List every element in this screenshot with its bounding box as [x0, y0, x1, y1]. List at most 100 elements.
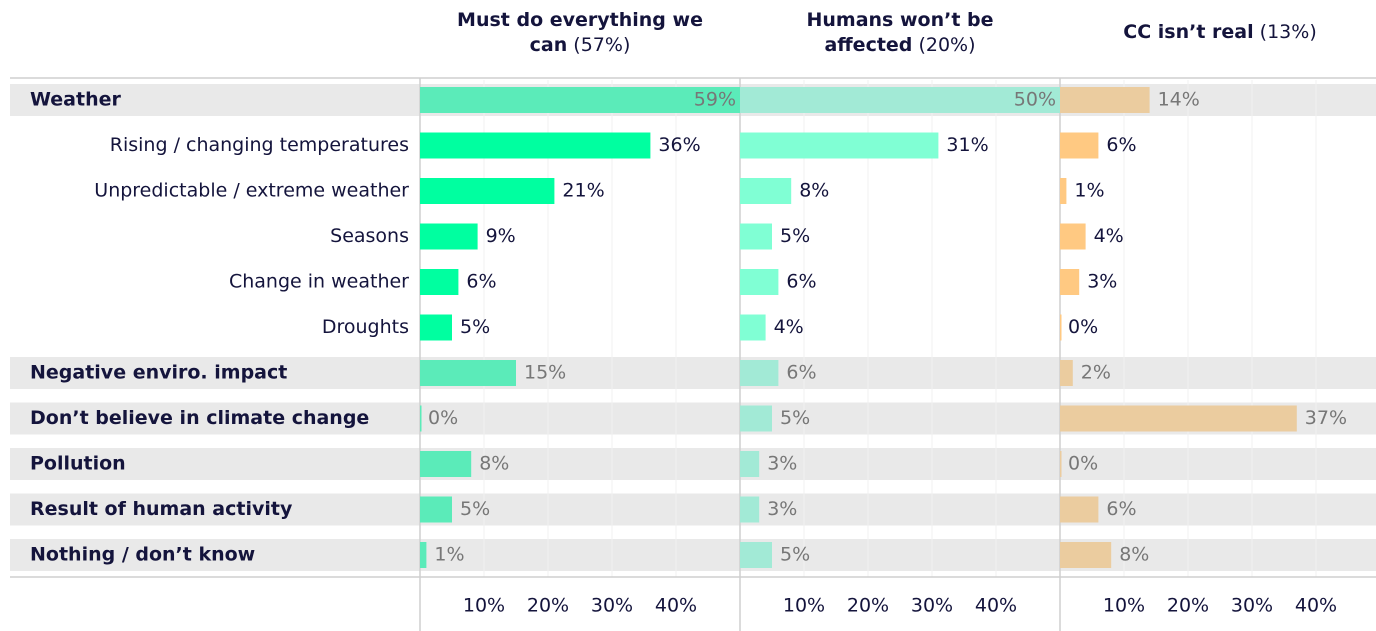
panel-bars: [420, 87, 740, 568]
bar: [1060, 496, 1099, 523]
bar: [420, 451, 472, 477]
value-label: 8%: [479, 453, 509, 475]
bar: [420, 132, 651, 159]
bar: [740, 132, 939, 159]
x-tick-label: 10%: [783, 595, 825, 617]
bar: [740, 269, 779, 295]
bar: [1060, 451, 1062, 477]
value-label: 2%: [1081, 362, 1111, 384]
category-label: Don’t believe in climate change: [30, 407, 369, 429]
bar: [420, 223, 478, 250]
x-tick-label: 40%: [655, 595, 697, 617]
x-tick-label: 40%: [975, 595, 1017, 617]
row-band: [10, 448, 1376, 480]
value-label: 3%: [767, 498, 797, 520]
value-label: 15%: [524, 362, 566, 384]
series-share: (20%): [918, 34, 976, 56]
category-label: Weather: [30, 89, 121, 111]
category-label: Rising / changing temperatures: [110, 134, 409, 156]
value-label: 14%: [1158, 89, 1200, 111]
bar: [740, 542, 772, 568]
panel-header: Humans won’t be affected (20%): [775, 8, 1025, 58]
x-tick-label: 40%: [1295, 595, 1337, 617]
value-label: 5%: [780, 225, 810, 247]
series-name: CC isn’t real: [1123, 21, 1254, 43]
value-label: 9%: [486, 225, 516, 247]
bar: [1060, 132, 1099, 159]
panel-bars: [740, 87, 1060, 568]
x-tick-label: 10%: [463, 595, 505, 617]
value-label: 59%: [694, 89, 736, 111]
value-label: 8%: [799, 180, 829, 202]
value-label: 36%: [658, 134, 700, 156]
category-label: Nothing / don’t know: [30, 544, 255, 566]
bar: [420, 360, 516, 386]
bar: [1060, 269, 1080, 295]
x-tick-label: 30%: [911, 595, 953, 617]
bar: [1060, 314, 1062, 341]
value-label: 6%: [786, 362, 816, 384]
bar: [740, 496, 760, 523]
row-band: [10, 357, 1376, 389]
x-tick-label: 30%: [1231, 595, 1273, 617]
x-tick-label: 20%: [527, 595, 569, 617]
value-label: 21%: [562, 180, 604, 202]
bar: [420, 496, 452, 523]
value-label: 31%: [946, 134, 988, 156]
value-label: 3%: [1087, 271, 1117, 293]
bar: [1060, 405, 1297, 432]
row-band: [10, 539, 1376, 571]
category-label: Unpredictable / extreme weather: [94, 180, 409, 202]
row-band: [10, 493, 1376, 526]
category-label: Change in weather: [229, 271, 409, 293]
series-share: (13%): [1259, 21, 1317, 43]
bar: [420, 87, 740, 113]
bar: [1060, 542, 1112, 568]
category-label: Pollution: [30, 453, 126, 475]
value-label: 50%: [1014, 89, 1056, 111]
value-label: 3%: [767, 453, 797, 475]
category-label: Result of human activity: [30, 498, 293, 520]
x-tick-label: 20%: [847, 595, 889, 617]
value-label: 5%: [460, 498, 490, 520]
bar: [420, 542, 427, 568]
bar: [740, 314, 766, 341]
panel-header: Must do everything we can (57%): [455, 8, 705, 58]
bar: [740, 178, 792, 204]
series-name: Humans won’t be affected: [806, 9, 994, 56]
bar: [740, 451, 760, 477]
value-label: 6%: [466, 271, 496, 293]
value-label: 6%: [1106, 498, 1136, 520]
category-label: Negative enviro. impact: [30, 362, 287, 384]
bar: [1060, 223, 1086, 250]
bar: [420, 405, 422, 432]
bar: [740, 405, 772, 432]
bar: [420, 269, 459, 295]
value-label: 4%: [1094, 225, 1124, 247]
bar: [1060, 87, 1150, 113]
category-label: Droughts: [322, 316, 409, 338]
category-label: Seasons: [330, 225, 409, 247]
x-tick-label: 30%: [591, 595, 633, 617]
series-name: Must do everything we can: [457, 9, 703, 56]
value-label: 5%: [780, 544, 810, 566]
bar: [1060, 360, 1073, 386]
value-label: 0%: [1068, 453, 1098, 475]
value-label: 6%: [786, 271, 816, 293]
x-tick-label: 10%: [1103, 595, 1145, 617]
value-label: 4%: [774, 316, 804, 338]
value-label: 0%: [428, 407, 458, 429]
panel-header: CC isn’t real (13%): [1095, 20, 1345, 45]
value-label: 5%: [780, 407, 810, 429]
value-label: 5%: [460, 316, 490, 338]
bar: [420, 178, 555, 204]
panel-bars: [1060, 87, 1297, 568]
bar: [740, 223, 772, 250]
x-tick-label: 20%: [1167, 595, 1209, 617]
bar: [740, 360, 779, 386]
value-label: 37%: [1305, 407, 1347, 429]
value-label: 1%: [434, 544, 464, 566]
value-label: 0%: [1068, 316, 1098, 338]
